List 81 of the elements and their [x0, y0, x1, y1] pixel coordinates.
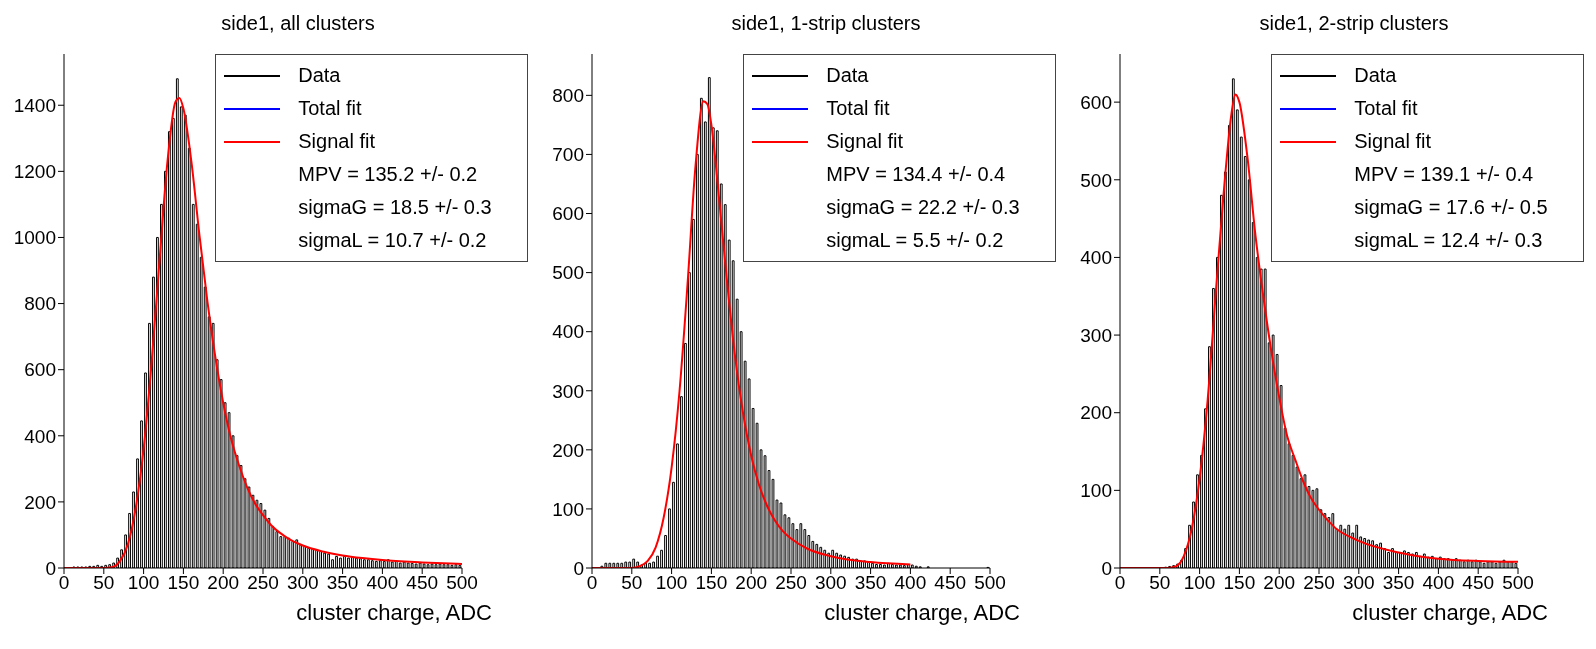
x-tick-label: 0	[58, 572, 70, 594]
x-tick-label: 200	[1263, 572, 1296, 594]
y-tick-label: 400	[24, 425, 56, 447]
y-tick-label: 500	[552, 262, 584, 284]
legend-label: Signal fit	[826, 129, 903, 154]
annotation: MPV = 135.2 +/- 0.2	[297, 162, 479, 187]
y-tick-label: 100	[1080, 480, 1112, 502]
y-tick-label: 600	[1080, 91, 1112, 113]
x-tick-label: 450	[406, 572, 439, 594]
y-tick-label: 800	[24, 293, 56, 315]
x-tick-label: 0	[586, 572, 598, 594]
y-tick-label: 400	[1080, 247, 1112, 269]
x-tick-label: 100	[655, 572, 688, 594]
y-tick-label: 0	[45, 557, 56, 579]
x-tick-label: 450	[1462, 572, 1495, 594]
x-tick-label: 300	[286, 572, 319, 594]
legend-label: Signal fit	[1354, 129, 1431, 154]
x-tick-label: 150	[167, 572, 200, 594]
x-tick-label: 100	[127, 572, 160, 594]
x-tick-label: 350	[1382, 572, 1415, 594]
y-tick-label: 600	[552, 203, 584, 225]
legend-label: Data	[1354, 63, 1397, 88]
annotation: sigmaL = 12.4 +/- 0.3	[1353, 228, 1544, 253]
y-tick-label: 200	[24, 491, 56, 513]
legend-label: Total fit	[826, 96, 890, 121]
x-tick-label: 350	[326, 572, 359, 594]
chart-title: side1, 1-strip clusters	[730, 11, 922, 36]
y-tick-label: 300	[1080, 324, 1112, 346]
y-tick-label: 1000	[13, 227, 56, 249]
x-tick-label: 150	[1223, 572, 1256, 594]
legend-label: Data	[826, 63, 869, 88]
x-tick-label: 50	[93, 572, 115, 594]
x-tick-label: 50	[621, 572, 643, 594]
x-tick-label: 500	[974, 572, 1006, 594]
legend-label: Data	[298, 63, 341, 88]
annotation: sigmaG = 17.6 +/- 0.5	[1353, 195, 1549, 220]
annotation: MPV = 134.4 +/- 0.4	[825, 162, 1007, 187]
x-tick-label: 400	[894, 572, 927, 594]
x-axis-title: cluster charge, ADC	[295, 600, 493, 626]
y-tick-label: 1400	[13, 94, 56, 116]
x-tick-label: 50	[1149, 572, 1171, 594]
y-tick-label: 400	[552, 321, 584, 343]
x-tick-label: 200	[735, 572, 768, 594]
x-tick-label: 250	[1303, 572, 1335, 594]
annotation: sigmaG = 22.2 +/- 0.3	[825, 195, 1021, 220]
y-tick-label: 1200	[13, 161, 56, 183]
y-tick-label: 300	[552, 380, 584, 402]
legend-label: Total fit	[298, 96, 362, 121]
legend-label: Total fit	[1354, 96, 1418, 121]
x-tick-label: 500	[1502, 572, 1534, 594]
x-tick-label: 400	[1422, 572, 1455, 594]
annotation: sigmaL = 10.7 +/- 0.2	[297, 228, 488, 253]
annotation: MPV = 139.1 +/- 0.4	[1353, 162, 1535, 187]
x-tick-label: 200	[207, 572, 240, 594]
x-tick-label: 300	[1342, 572, 1375, 594]
x-tick-label: 450	[934, 572, 967, 594]
y-tick-label: 0	[1101, 557, 1112, 579]
x-tick-label: 250	[247, 572, 279, 594]
y-tick-label: 200	[552, 439, 584, 461]
legend-label: Signal fit	[298, 129, 375, 154]
y-tick-label: 0	[573, 557, 584, 579]
x-axis-title: cluster charge, ADC	[1351, 600, 1549, 626]
x-tick-label: 350	[854, 572, 887, 594]
y-tick-label: 600	[24, 359, 56, 381]
x-tick-label: 150	[695, 572, 728, 594]
y-tick-label: 200	[1080, 402, 1112, 424]
y-tick-label: 700	[552, 144, 584, 166]
x-tick-label: 300	[814, 572, 847, 594]
x-tick-label: 0	[1114, 572, 1126, 594]
y-tick-label: 800	[552, 85, 584, 107]
chart-title: side1, 2-strip clusters	[1258, 11, 1450, 36]
x-tick-label: 100	[1183, 572, 1216, 594]
y-tick-label: 100	[552, 498, 584, 520]
chart-title: side1, all clusters	[220, 11, 376, 36]
y-tick-label: 500	[1080, 169, 1112, 191]
annotation: sigmaG = 18.5 +/- 0.3	[297, 195, 493, 220]
annotation: sigmaL = 5.5 +/- 0.2	[825, 228, 1005, 253]
x-tick-label: 400	[366, 572, 399, 594]
x-axis-title: cluster charge, ADC	[823, 600, 1021, 626]
x-tick-label: 500	[446, 572, 478, 594]
x-tick-label: 250	[775, 572, 807, 594]
